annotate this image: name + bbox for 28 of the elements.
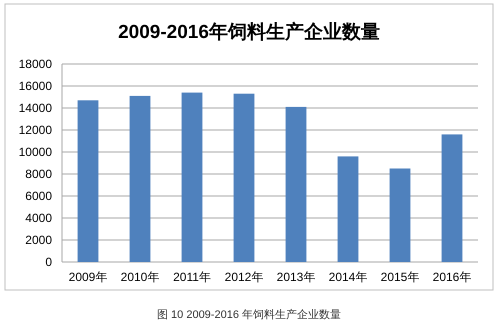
y-tick-label: 2000 [25,233,52,247]
chart-title: 2009-2016年饲料生产企业数量 [118,21,380,43]
y-tick-label: 8000 [25,167,52,181]
y-tick-label: 12000 [18,123,52,137]
x-tick-label: 2014年 [328,270,368,284]
y-tick-label: 0 [45,255,52,269]
bar [390,168,410,262]
y-tick-label: 6000 [25,189,52,203]
x-tick-label: 2016年 [432,270,472,284]
y-tick-label: 16000 [18,79,52,93]
bar [78,100,98,262]
x-tick-label: 2012年 [224,270,264,284]
x-tick-label: 2013年 [276,270,316,284]
x-tick-label: 2011年 [173,270,211,284]
x-tick-label: 2015年 [380,270,420,284]
bar [234,94,254,262]
bar [338,156,358,262]
y-tick-label: 18000 [18,57,52,71]
caption: 图 10 2009-2016 年饲料生产企业数量 [156,308,342,321]
y-tick-label: 14000 [18,101,52,115]
y-tick-label: 10000 [18,145,52,159]
bar [286,106,306,262]
bar [130,96,150,262]
y-tick-label: 4000 [25,211,52,225]
x-tick-label: 2010年 [120,270,160,284]
bar [442,134,462,262]
x-tick-label: 2009年 [68,270,108,284]
bar [182,92,202,262]
